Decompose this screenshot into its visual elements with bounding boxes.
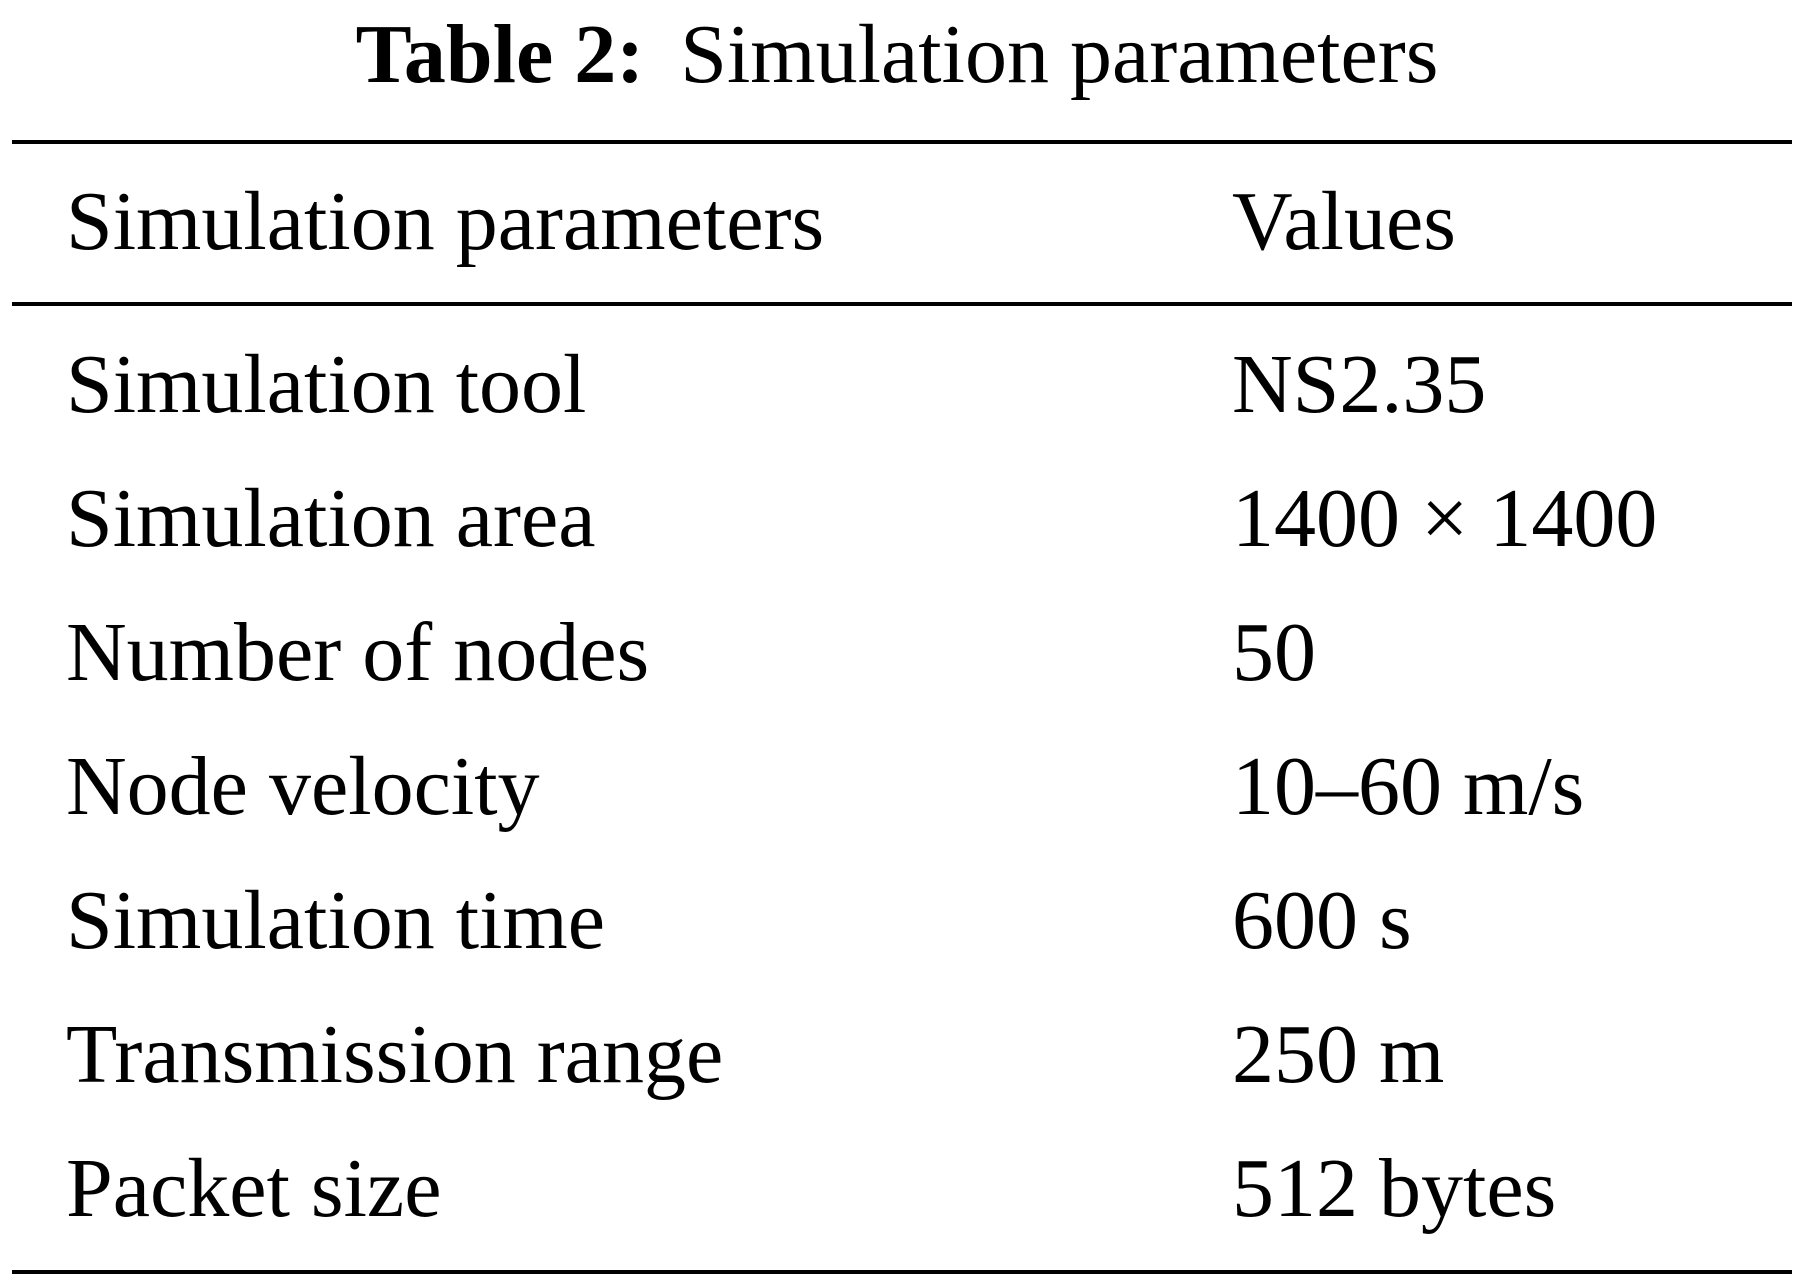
value-cell: 50 (1232, 606, 1316, 699)
parameter-cell: Simulation time (66, 874, 605, 967)
parameter-cell: Packet size (66, 1142, 442, 1235)
table-title: Simulation parameters (680, 8, 1439, 101)
parameter-cell: Simulation area (66, 472, 596, 565)
column-header-parameters: Simulation parameters (66, 175, 825, 268)
value-cell: 1400 × 1400 (1232, 472, 1658, 565)
parameter-cell: Number of nodes (66, 606, 650, 699)
parameter-cell: Transmission range (66, 1008, 724, 1101)
table-caption: Table 2: Simulation parameters (0, 0, 1794, 110)
table-row: Packet size 512 bytes (0, 1122, 1794, 1256)
table-number-label: Table 2: (355, 8, 645, 101)
table-row: Number of nodes 50 (0, 586, 1794, 720)
table-row: Simulation time 600 s (0, 854, 1794, 988)
table-header-row: Simulation parameters Values (0, 155, 1794, 289)
value-cell: 600 s (1232, 874, 1412, 967)
table-row: Simulation tool NS2.35 (0, 318, 1794, 452)
value-cell: 512 bytes (1232, 1142, 1557, 1235)
value-cell: NS2.35 (1232, 338, 1487, 431)
column-header-values: Values (1232, 175, 1456, 268)
header-rule (12, 302, 1792, 306)
table-row: Transmission range 250 m (0, 988, 1794, 1122)
parameter-cell: Node velocity (66, 740, 540, 833)
table-row: Simulation area 1400 × 1400 (0, 452, 1794, 586)
bottom-rule (12, 1270, 1792, 1274)
top-rule (12, 140, 1792, 144)
table-row: Node velocity 10–60 m/s (0, 720, 1794, 854)
value-cell: 250 m (1232, 1008, 1445, 1101)
parameter-cell: Simulation tool (66, 338, 587, 431)
value-cell: 10–60 m/s (1232, 740, 1585, 833)
